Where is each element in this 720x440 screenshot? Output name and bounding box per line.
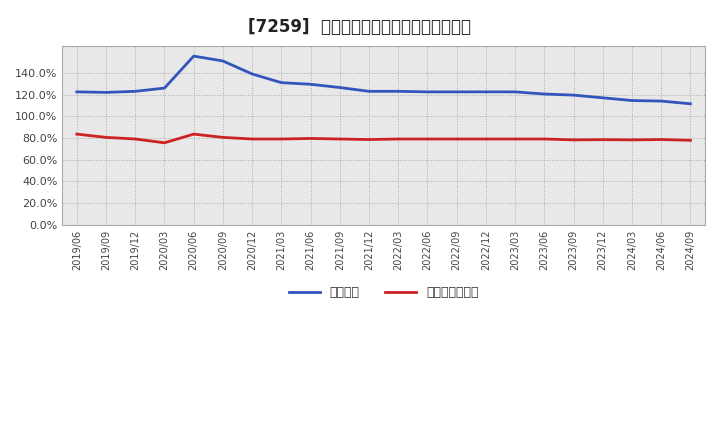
固定長期適合率: [394, 136, 402, 142]
Text: [7259]  固定比率、固定長期適合率の推移: [7259] 固定比率、固定長期適合率の推移: [248, 18, 472, 36]
固定比率: [306, 82, 315, 87]
固定長期適合率: [336, 136, 344, 142]
固定長期適合率: [452, 136, 461, 142]
固定比率: [336, 85, 344, 90]
固定比率: [686, 101, 695, 106]
固定比率: [189, 53, 198, 59]
固定長期適合率: [306, 136, 315, 141]
固定比率: [423, 89, 432, 95]
固定長期適合率: [510, 136, 519, 142]
固定長期適合率: [73, 132, 81, 137]
固定比率: [657, 99, 665, 104]
Legend: 固定比率, 固定長期適合率: 固定比率, 固定長期適合率: [284, 281, 484, 304]
固定長期適合率: [102, 135, 110, 140]
Line: 固定比率: 固定比率: [77, 56, 690, 104]
固定長期適合率: [423, 136, 432, 142]
固定長期適合率: [570, 137, 578, 143]
固定比率: [160, 85, 168, 91]
固定長期適合率: [657, 137, 665, 142]
固定長期適合率: [277, 136, 286, 142]
固定比率: [452, 89, 461, 95]
固定比率: [102, 90, 110, 95]
固定比率: [219, 59, 228, 64]
固定長期適合率: [365, 137, 374, 142]
固定長期適合率: [189, 132, 198, 137]
固定比率: [394, 89, 402, 94]
固定長期適合率: [482, 136, 490, 142]
固定比率: [570, 92, 578, 98]
固定比率: [73, 89, 81, 95]
固定比率: [277, 80, 286, 85]
固定長期適合率: [540, 136, 549, 142]
固定比率: [131, 89, 140, 94]
固定長期適合率: [686, 138, 695, 143]
固定比率: [510, 89, 519, 95]
固定比率: [248, 71, 256, 77]
固定比率: [365, 89, 374, 94]
固定比率: [628, 98, 636, 103]
固定比率: [540, 92, 549, 97]
固定比率: [482, 89, 490, 95]
固定比率: [598, 95, 607, 100]
固定長期適合率: [628, 137, 636, 143]
固定長期適合率: [248, 136, 256, 142]
固定長期適合率: [131, 136, 140, 142]
固定長期適合率: [160, 140, 168, 146]
固定長期適合率: [598, 137, 607, 142]
固定長期適合率: [219, 135, 228, 140]
Line: 固定長期適合率: 固定長期適合率: [77, 134, 690, 143]
